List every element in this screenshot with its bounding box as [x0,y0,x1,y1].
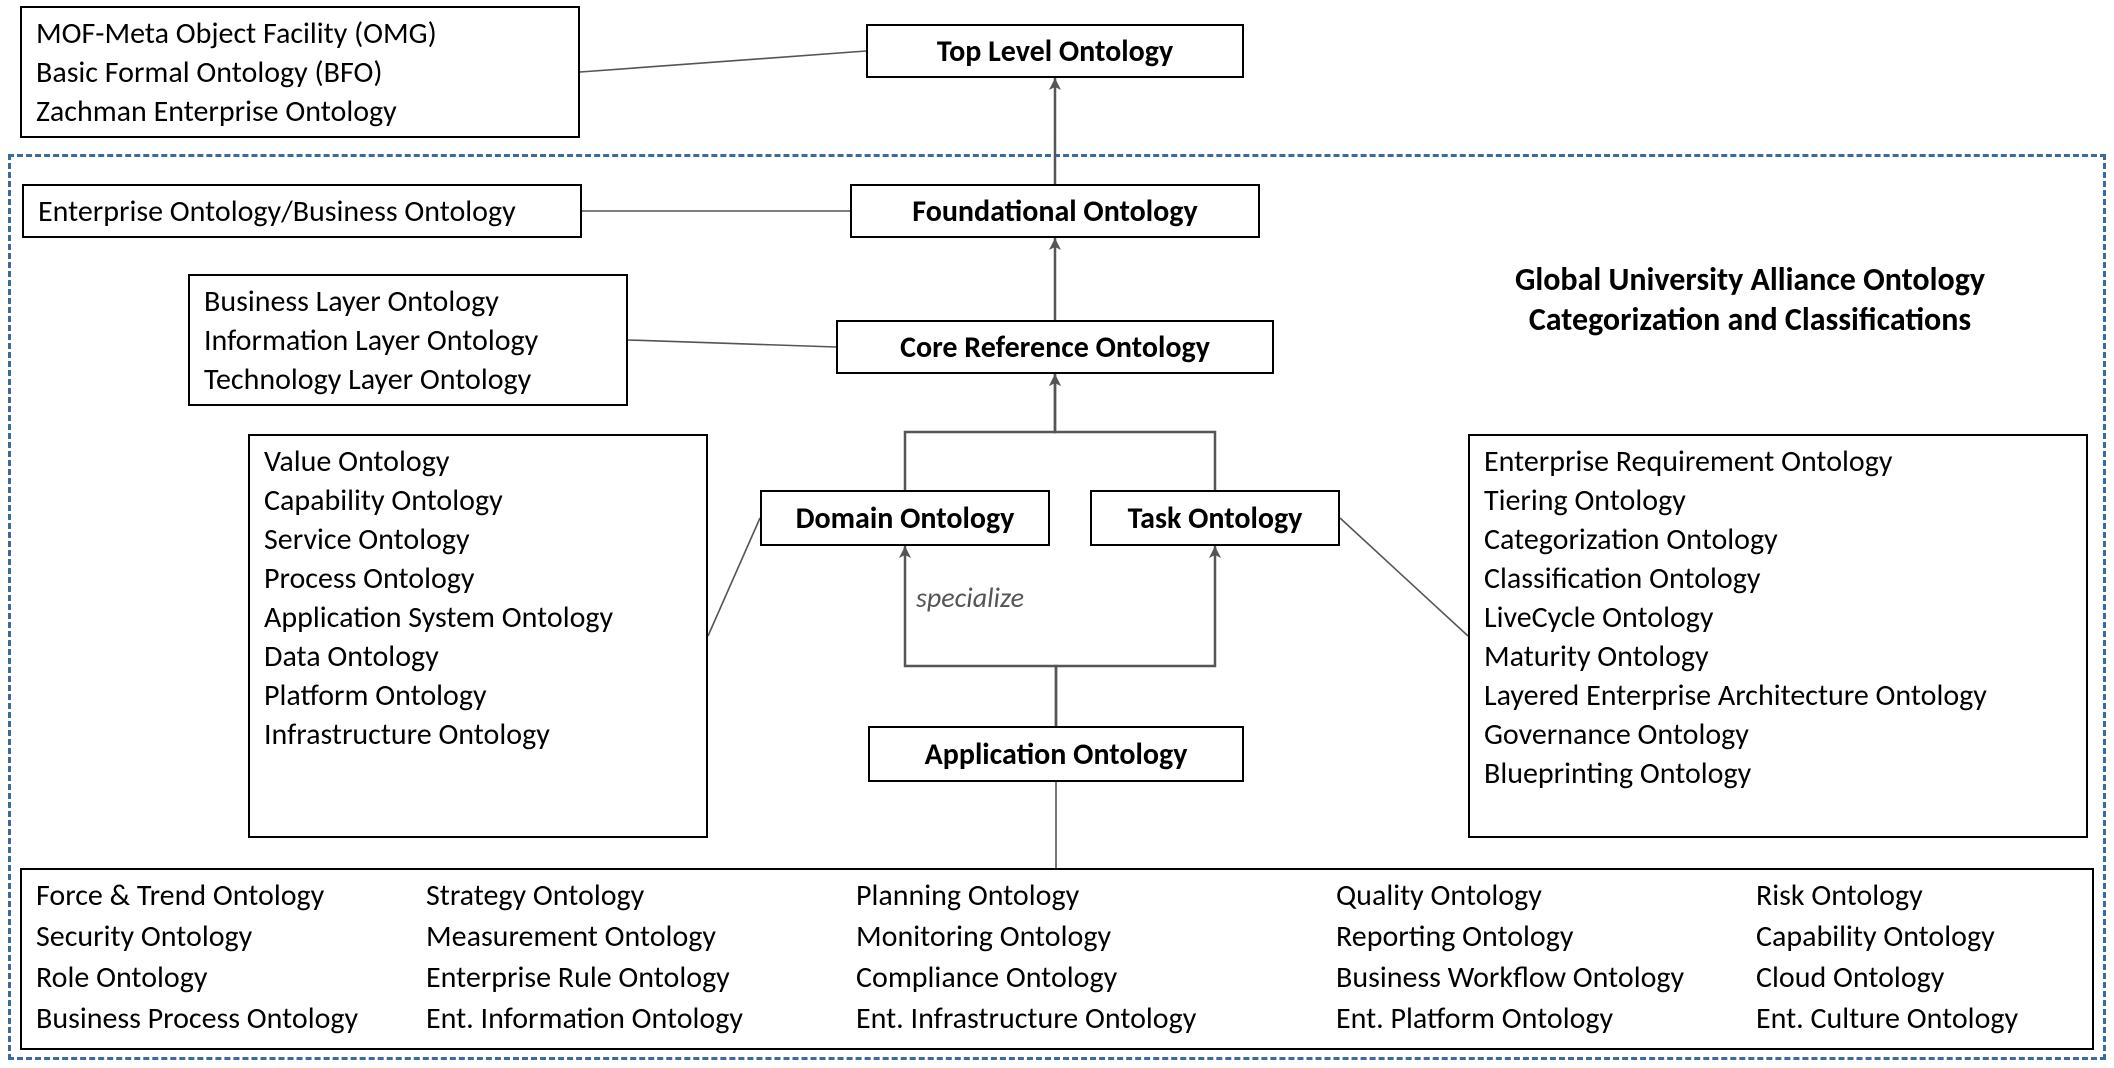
list-item: Role Ontology [36,958,426,997]
list-item: Application System Ontology [264,598,692,637]
list-item: Infrastructure Ontology [264,715,692,754]
ontology-diagram: Top Level Ontology Foundational Ontology… [0,0,2114,1068]
list-item: Cloud Ontology [1756,958,2056,997]
list-item: MOF-Meta Object Facility (OMG) [36,14,564,53]
list-item: Quality Ontology [1336,876,1756,915]
list-item: Value Ontology [264,442,692,481]
list-item: Force & Trend Ontology [36,876,426,915]
list-item: Capability Ontology [264,481,692,520]
list-item: Process Ontology [264,559,692,598]
examples-domain: Value OntologyCapability OntologyService… [248,434,708,838]
list-item: Business Workflow Ontology [1336,958,1756,997]
list-item: Ent. Platform Ontology [1336,999,1756,1038]
list-item: Service Ontology [264,520,692,559]
list-item: Data Ontology [264,637,692,676]
list-item: Categorization Ontology [1484,520,2072,559]
node-core-reference-ontology: Core Reference Ontology [836,320,1274,374]
examples-top-level: MOF-Meta Object Facility (OMG)Basic Form… [20,6,580,138]
node-domain-ontology: Domain Ontology [760,490,1050,546]
list-item: Enterprise Rule Ontology [426,958,856,997]
list-item: Ent. Infrastructure Ontology [856,999,1336,1038]
list-item: Ent. Culture Ontology [1756,999,2056,1038]
list-item: Planning Ontology [856,876,1336,915]
examples-task: Enterprise Requirement OntologyTiering O… [1468,434,2088,838]
diagram-title: Global University Alliance Ontology Cate… [1430,260,2070,340]
list-item: Maturity Ontology [1484,637,2072,676]
list-item: Information Layer Ontology [204,321,612,360]
list-item: Classification Ontology [1484,559,2072,598]
list-item: Security Ontology [36,917,426,956]
list-item: Enterprise Ontology/Business Ontology [38,192,566,231]
list-item: Technology Layer Ontology [204,360,612,399]
list-item: Basic Formal Ontology (BFO) [36,53,564,92]
node-foundational-ontology: Foundational Ontology [850,184,1260,238]
node-application-ontology: Application Ontology [868,726,1244,782]
list-item: Business Process Ontology [36,999,426,1038]
list-item: Strategy Ontology [426,876,856,915]
list-item: Blueprinting Ontology [1484,754,2072,793]
list-item: Ent. Information Ontology [426,999,856,1038]
list-item: Business Layer Ontology [204,282,612,321]
list-item: Measurement Ontology [426,917,856,956]
node-top-level-ontology: Top Level Ontology [866,24,1244,78]
list-item: Capability Ontology [1756,917,2056,956]
examples-application-grid: Force & Trend OntologyStrategy OntologyP… [20,868,2094,1050]
list-item: Risk Ontology [1756,876,2056,915]
list-item: Governance Ontology [1484,715,2072,754]
specialize-label: specialize [880,580,1060,615]
list-item: Monitoring Ontology [856,917,1336,956]
list-item: Zachman Enterprise Ontology [36,92,564,131]
list-item: Tiering Ontology [1484,481,2072,520]
examples-foundational: Enterprise Ontology/Business Ontology [22,184,582,238]
list-item: Enterprise Requirement Ontology [1484,442,2072,481]
examples-core-reference: Business Layer OntologyInformation Layer… [188,274,628,406]
list-item: Layered Enterprise Architecture Ontology [1484,676,2072,715]
list-item: Platform Ontology [264,676,692,715]
list-item: Compliance Ontology [856,958,1336,997]
node-task-ontology: Task Ontology [1090,490,1340,546]
list-item: Reporting Ontology [1336,917,1756,956]
list-item: LiveCycle Ontology [1484,598,2072,637]
